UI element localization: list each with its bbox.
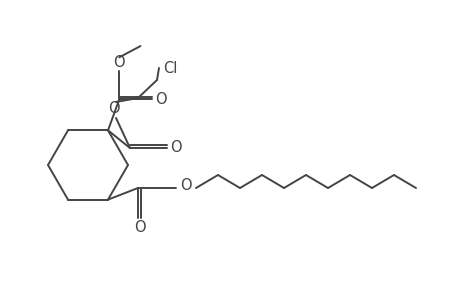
Text: O: O	[108, 100, 119, 116]
Text: Cl: Cl	[162, 61, 177, 76]
Text: O: O	[180, 178, 191, 194]
Text: O: O	[134, 220, 146, 236]
Text: O: O	[155, 92, 167, 107]
Text: O: O	[113, 55, 125, 70]
Text: O: O	[170, 140, 181, 154]
